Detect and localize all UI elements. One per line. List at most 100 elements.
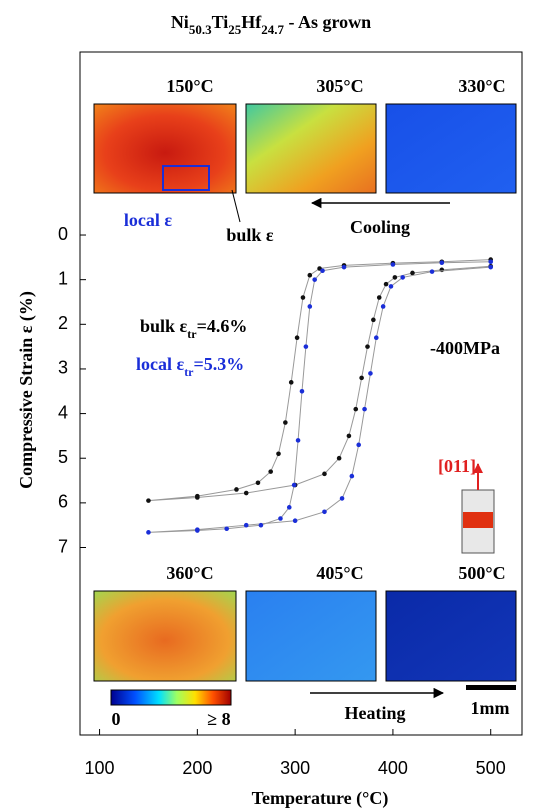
data-point xyxy=(362,406,367,412)
chart-title: Ni50.3Ti25Hf24.7 - As grown xyxy=(171,12,371,37)
annotation: bulk εtr=4.6% xyxy=(140,316,247,341)
annotation: 0 xyxy=(112,709,121,729)
pointer xyxy=(231,189,241,223)
data-point xyxy=(146,498,151,503)
heatmap xyxy=(245,103,377,194)
annotation: 330°C xyxy=(458,76,505,96)
data-point xyxy=(336,455,342,461)
data-point xyxy=(294,335,300,340)
data-point xyxy=(353,406,359,412)
colorbar xyxy=(110,689,232,706)
annotation: 150°C xyxy=(166,76,213,96)
annotation: 405°C xyxy=(316,563,363,583)
plot-frame xyxy=(79,51,523,736)
annotation: 305°C xyxy=(316,76,363,96)
x-axis-label: Temperature (°C) xyxy=(252,788,389,809)
data-point xyxy=(292,518,298,524)
y-tick-label: 2 xyxy=(58,313,68,333)
data-point xyxy=(268,469,273,474)
data-point xyxy=(283,420,288,425)
data-point xyxy=(224,526,229,532)
data-point xyxy=(439,260,445,266)
x-tick-label: 200 xyxy=(182,758,212,778)
annotation: Cooling xyxy=(350,217,410,237)
annotation: -400MPa xyxy=(430,338,500,358)
data-point xyxy=(380,304,386,309)
data-point xyxy=(307,304,313,309)
y-tick-label: 3 xyxy=(58,358,68,378)
annotation: 500°C xyxy=(458,563,505,583)
data-point xyxy=(346,433,352,439)
data-point xyxy=(392,275,398,280)
annotation: bulk ε xyxy=(226,225,274,245)
data-point xyxy=(307,272,313,278)
data-point xyxy=(234,487,239,492)
annotation: Heating xyxy=(345,703,406,723)
heatmap xyxy=(385,590,517,682)
x-tick-label: 400 xyxy=(378,758,408,778)
data-point xyxy=(356,442,361,448)
data-point xyxy=(288,380,294,385)
scale-bar xyxy=(466,685,516,690)
data-point xyxy=(146,530,151,535)
heatmap xyxy=(93,103,237,194)
x-tick-label: 300 xyxy=(280,758,310,778)
data-point xyxy=(388,284,394,289)
x-tick-label: 500 xyxy=(476,758,506,778)
data-point xyxy=(295,438,301,443)
data-point xyxy=(299,388,305,394)
sample-band xyxy=(463,512,493,528)
data-point xyxy=(341,264,347,270)
annotation: ≥ 8 xyxy=(207,709,230,729)
data-point xyxy=(322,471,327,477)
data-point xyxy=(365,344,370,349)
y-tick-label: 7 xyxy=(58,536,68,556)
data-point xyxy=(349,473,355,479)
data-point xyxy=(322,509,327,515)
y-axis-label: Compressive Strain ε (%) xyxy=(16,291,37,489)
thumbnails xyxy=(93,103,517,706)
heatmap xyxy=(245,590,377,682)
x-tick-label: 100 xyxy=(85,758,115,778)
data-point xyxy=(383,281,389,287)
data-point xyxy=(368,371,373,376)
y-tick-label: 1 xyxy=(58,268,68,288)
data-point xyxy=(195,527,200,532)
data-point xyxy=(243,490,249,496)
data-point xyxy=(258,522,264,528)
data-point xyxy=(312,277,317,282)
y-tick-label: 5 xyxy=(58,447,68,467)
data-point xyxy=(390,262,396,267)
y-tick-label: 6 xyxy=(58,492,68,512)
data-point xyxy=(488,264,494,270)
data-point xyxy=(291,482,297,488)
data-point xyxy=(376,295,382,300)
data-point xyxy=(278,516,283,521)
data-point xyxy=(303,344,309,349)
annotation: [011] xyxy=(438,456,476,476)
data-point xyxy=(243,522,249,528)
data-point xyxy=(255,480,261,486)
annotation: 1mm xyxy=(471,698,510,718)
data-point xyxy=(339,496,345,501)
data-point xyxy=(371,317,376,323)
data-point xyxy=(359,375,364,381)
data-point xyxy=(488,259,494,265)
data-point xyxy=(373,335,379,340)
local-box xyxy=(162,165,210,191)
data-point xyxy=(276,451,281,457)
series-line xyxy=(148,261,491,533)
data-point xyxy=(410,270,415,276)
data-point xyxy=(429,269,435,274)
data-point xyxy=(320,268,325,274)
annotation: local ε xyxy=(124,210,172,230)
data-point xyxy=(300,295,306,300)
annotation: local εtr=5.3% xyxy=(136,354,244,379)
heatmap xyxy=(385,103,517,194)
data-point xyxy=(195,495,200,500)
series-line xyxy=(148,259,491,502)
y-tick-label: 0 xyxy=(58,224,68,244)
y-tick-label: 4 xyxy=(58,402,68,422)
heatmap xyxy=(93,590,237,682)
